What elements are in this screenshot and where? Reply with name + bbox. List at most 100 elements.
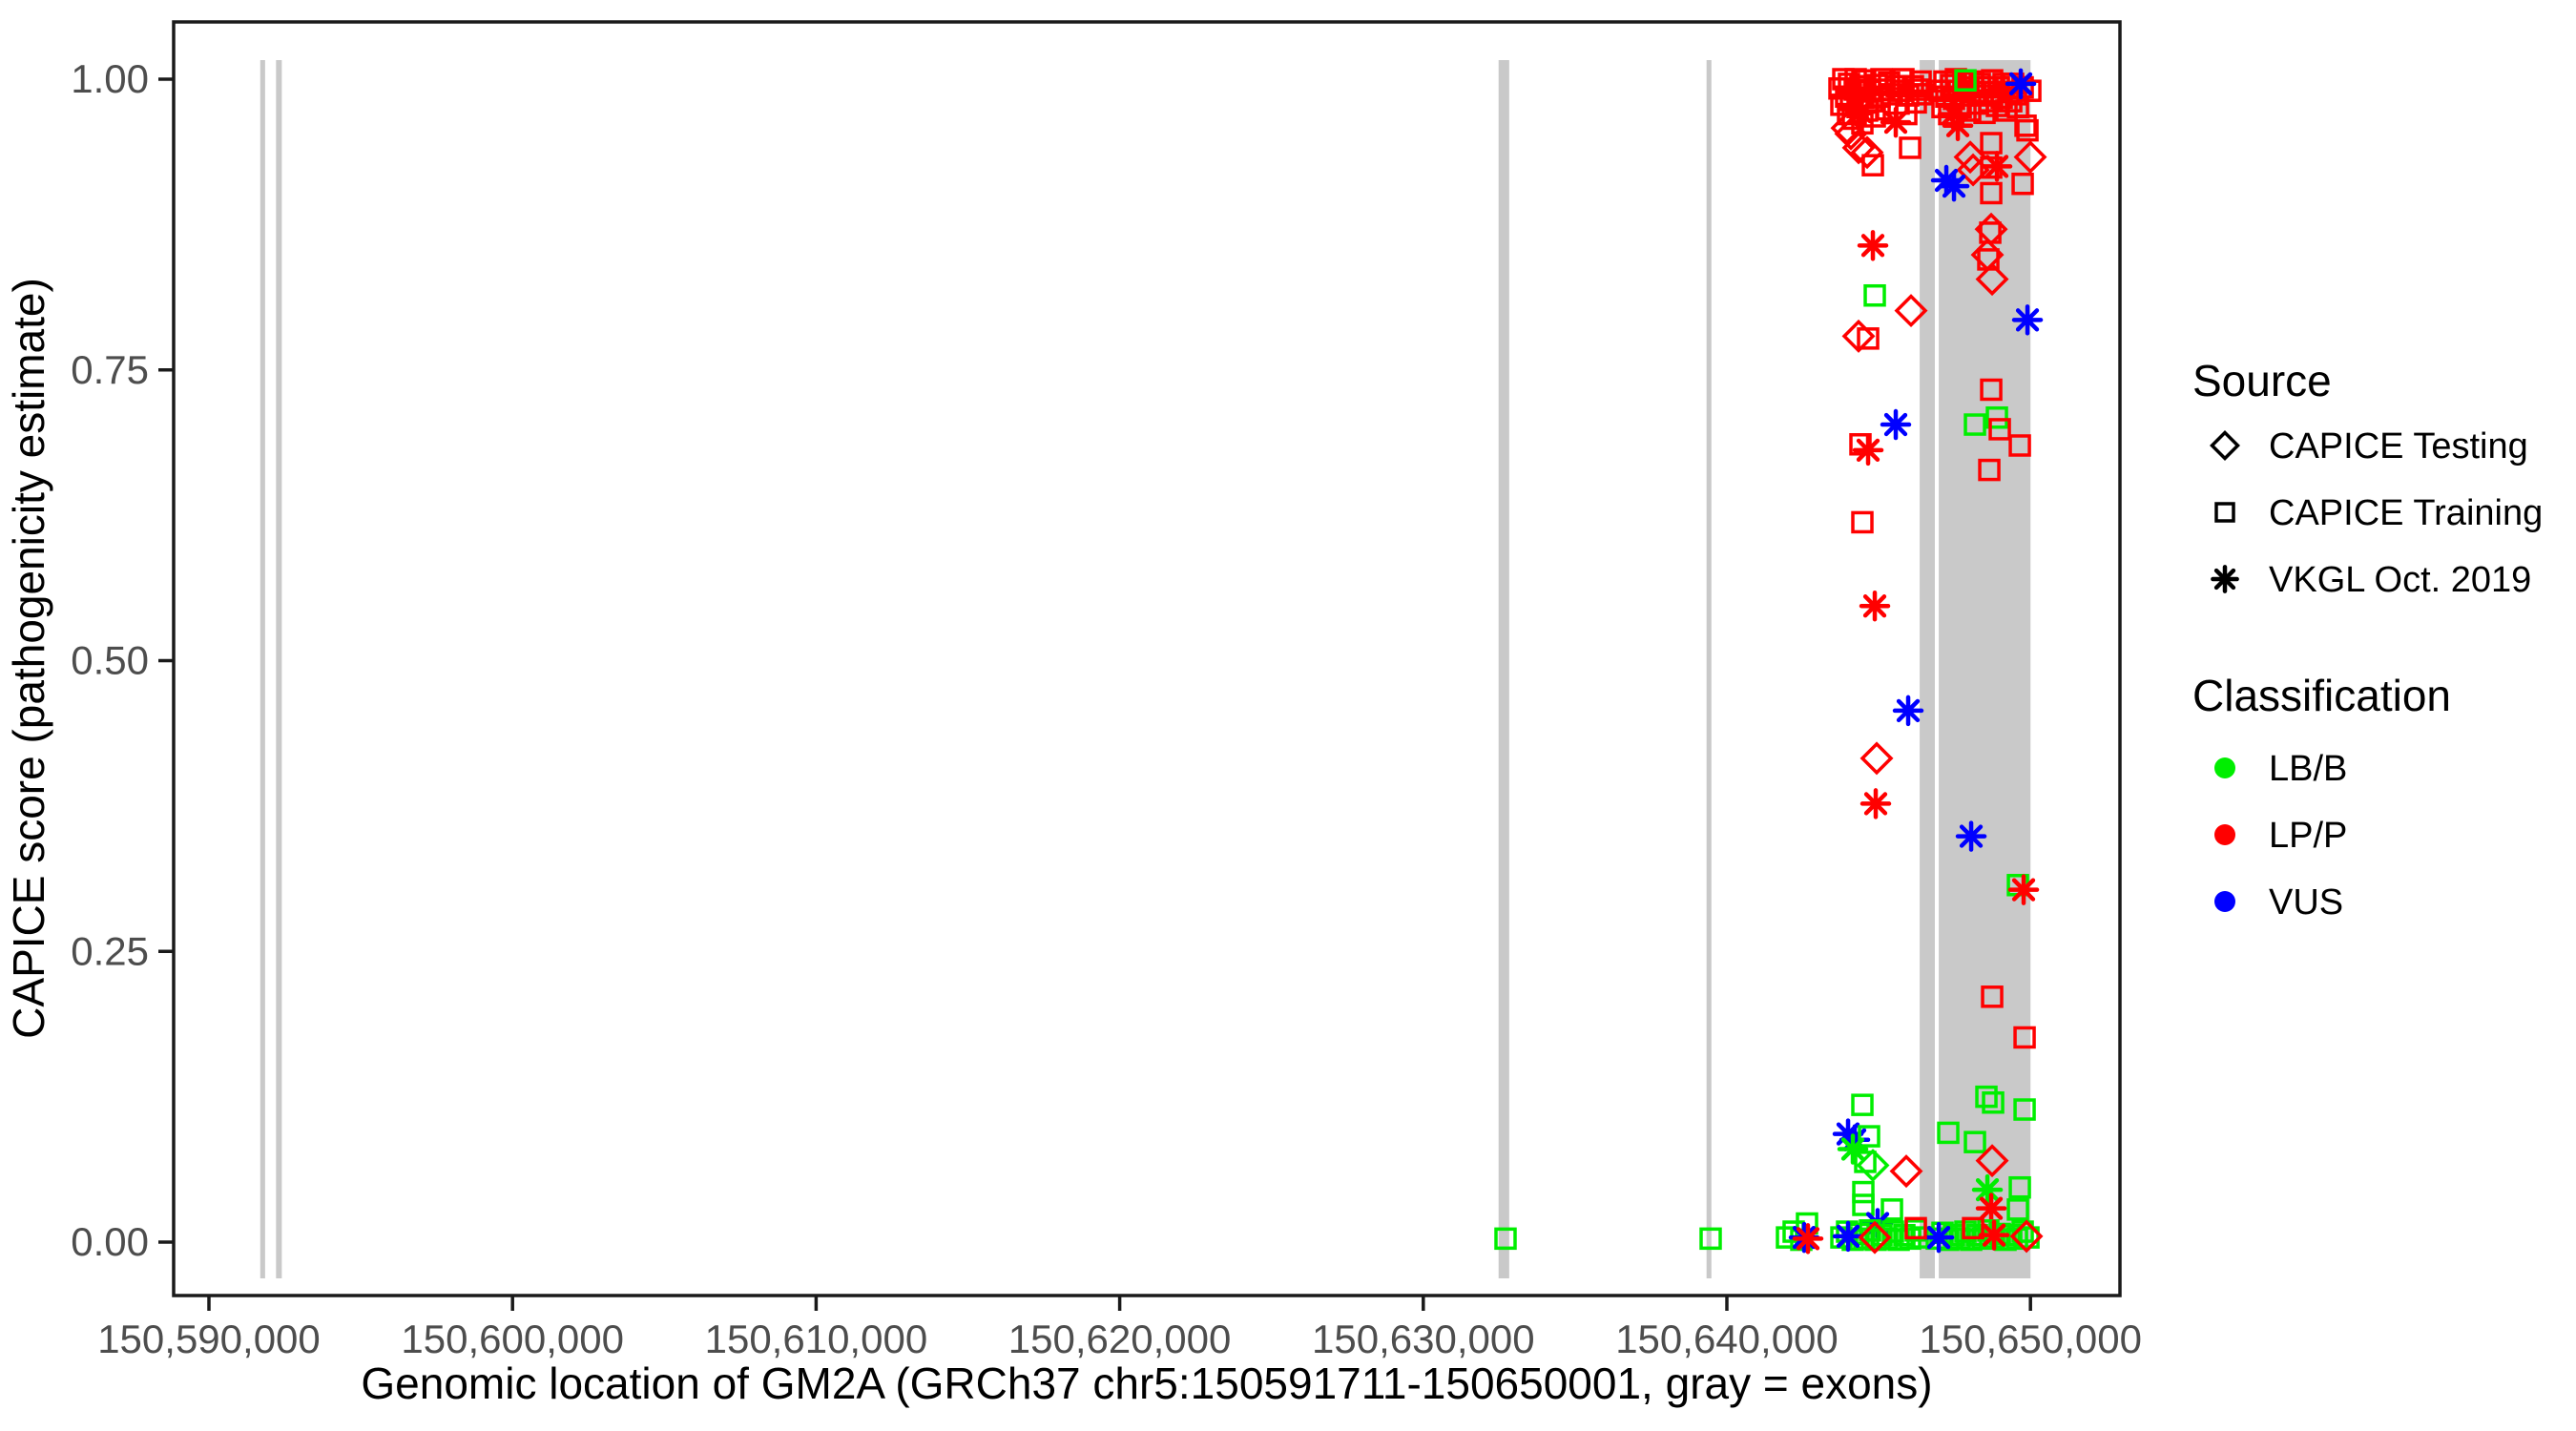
asterisk-ray (1796, 1227, 1820, 1251)
data-point-square (2011, 1220, 2034, 1243)
legend-classification-label: LB/B (2269, 749, 2347, 789)
x-tick-label: 150,650,000 (1919, 1317, 2142, 1361)
data-point-square (1980, 156, 2003, 179)
asterisk-ray (2011, 878, 2036, 902)
data-point-square (1876, 1227, 1899, 1251)
data-point-diamond (1856, 1149, 1890, 1183)
asterisk-ray (1984, 155, 2009, 178)
x-tick-label: 150,620,000 (1008, 1317, 1232, 1361)
x-tick-label: 150,590,000 (97, 1317, 321, 1361)
asterisk-ray (2213, 568, 2236, 591)
asterisk-ray (1896, 698, 1921, 723)
data-point-square (2013, 1098, 2036, 1121)
data-point-diamond (1858, 1220, 1892, 1255)
asterisk-ray (1836, 1224, 1860, 1249)
data-point-asterisk (1975, 1192, 2007, 1224)
data-point-diamond (1975, 262, 2009, 297)
data-point-square (1978, 458, 2001, 482)
data-point-diamond (1859, 741, 1894, 776)
exon-bars (260, 60, 2031, 1278)
data-point-square (1988, 418, 2011, 441)
data-point-square (2008, 1175, 2031, 1199)
asterisk-ray (1979, 1196, 2004, 1220)
data-point-asterisk (1938, 170, 1970, 202)
x-tick-label: 150,630,000 (1312, 1317, 1535, 1361)
y-axis-ticks: 0.00 0.25 0.50 0.75 1.00 (71, 56, 174, 1264)
data-point-asterisk (1978, 1219, 2010, 1251)
data-point-square (1911, 83, 1934, 106)
legend-source-label: CAPICE Testing (2269, 426, 2528, 467)
legend-classification-title: Classification (2192, 671, 2451, 720)
data-point-square (1962, 1216, 1984, 1240)
data-point-square (1963, 1130, 1986, 1153)
y-tick-label: 0.75 (71, 347, 149, 392)
data-point-asterisk (1852, 434, 1884, 467)
data-point-square (1851, 1093, 1874, 1116)
data-point-square (1973, 101, 1996, 125)
data-point-square (1937, 1121, 1960, 1145)
asterisk-ray (1942, 174, 1966, 198)
y-tick-label: 1.00 (71, 56, 149, 101)
data-point-asterisk (2005, 68, 2037, 100)
data-point-square (2011, 172, 2034, 196)
data-point-square (1852, 1193, 1875, 1216)
y-tick-label: 0.25 (71, 928, 149, 973)
data-point-square (1980, 378, 2003, 402)
data-point-square (2013, 1026, 2036, 1049)
data-point-diamond (1841, 131, 1876, 165)
data-point-square (1975, 1085, 1998, 1109)
asterisk-ray (1856, 438, 1880, 463)
data-point-asterisk (1837, 1133, 1869, 1165)
data-point-asterisk (1942, 110, 1974, 142)
exon-bar (1939, 60, 2031, 1278)
data-point-asterisk (1922, 1221, 1955, 1254)
data-point-asterisk (1792, 1223, 1824, 1255)
legend-source-label: VKGL Oct. 2019 (2269, 560, 2531, 600)
y-tick-label: 0.50 (71, 638, 149, 683)
x-tick-label: 150,600,000 (401, 1317, 624, 1361)
data-point-square (2008, 434, 2031, 457)
legend-source-title: Source (2192, 356, 2332, 405)
data-point-square (1494, 1227, 1517, 1251)
data-point-asterisk (1844, 95, 1877, 128)
legend-source-items: CAPICE Testing CAPICE Training VKGL Oct. 2… (2210, 426, 2543, 600)
data-point-asterisk (1859, 590, 1891, 622)
data-point-diamond (2210, 430, 2240, 461)
data-point-square (1980, 132, 2003, 155)
data-point-diamond (1894, 294, 1928, 328)
asterisk-ray (1860, 234, 1885, 258)
legend-source-label: CAPICE Training (2269, 493, 2543, 533)
asterisk-ray (1959, 824, 1984, 848)
x-tick-label: 150,610,000 (705, 1317, 928, 1361)
exon-bar (1498, 60, 1509, 1278)
data-point-asterisk (1981, 151, 2013, 182)
asterisk-ray (1982, 1223, 2006, 1247)
data-point-asterisk (1880, 408, 1912, 441)
plot-panel-border (172, 20, 2122, 1297)
data-point-square (1985, 405, 2008, 429)
exon-bar (1920, 60, 1935, 1278)
data-point-square (1880, 1198, 1903, 1221)
legend-classification-items: LB/B LP/P VUS (2214, 749, 2347, 923)
asterisk-ray (1941, 102, 1965, 126)
data-point-square (1863, 283, 1886, 307)
data-point-square (1981, 985, 2004, 1008)
data-point-square (1699, 1227, 1722, 1251)
data-point-square (1899, 136, 1922, 159)
asterisk-ray (1883, 110, 1908, 135)
data-point-asterisk (2211, 565, 2239, 593)
asterisk-ray (1945, 114, 1970, 137)
data-point-diamond (1889, 1154, 1923, 1189)
data-points (1494, 68, 2047, 1255)
asterisk-ray (1863, 792, 1888, 816)
asterisk-ray (1975, 1177, 2000, 1202)
data-point-square (1982, 1090, 2005, 1114)
data-point-square (1857, 327, 1880, 350)
data-point-asterisk (1971, 1173, 2004, 1206)
asterisk-ray (2008, 72, 2033, 96)
legend: Source CAPICE Testing CAPICE Training VKGL… (2192, 356, 2543, 923)
data-point-square (1858, 1125, 1880, 1148)
data-point-square (1851, 510, 1874, 534)
